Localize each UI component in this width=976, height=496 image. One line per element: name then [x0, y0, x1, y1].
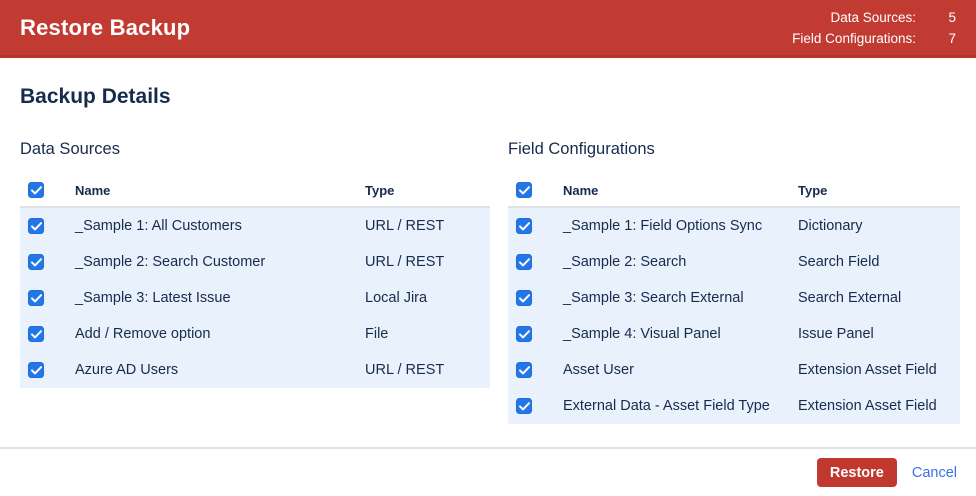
row-checkbox[interactable]: [516, 218, 532, 234]
row-type: Issue Panel: [798, 326, 874, 342]
row-checkbox[interactable]: [28, 254, 44, 270]
row-name: _Sample 1: All Customers: [75, 218, 242, 234]
check-icon: [30, 185, 42, 194]
row-name: Add / Remove option: [75, 326, 211, 342]
row-name: External Data - Asset Field Type: [563, 398, 770, 414]
data-sources-section: Data Sources Name Type: [20, 140, 490, 424]
page-title: Backup Details: [20, 85, 171, 108]
row-checkbox[interactable]: [28, 362, 44, 378]
row-name: _Sample 2: Search: [563, 254, 687, 270]
row-type: URL / REST: [365, 362, 445, 378]
field-configurations-rows: _Sample 1: Field Options Sync Dictionary…: [508, 208, 960, 424]
column-header-type: Type: [365, 182, 395, 198]
header-stats: Data Sources: 5 Field Configurations: 7: [792, 8, 956, 48]
data-sources-rows: _Sample 1: All Customers URL / REST _Sam…: [20, 208, 490, 388]
stat-value-data-sources: 5: [948, 9, 956, 25]
check-icon: [30, 221, 42, 230]
table-row: Asset User Extension Asset Field: [508, 352, 960, 388]
check-icon: [518, 401, 530, 410]
column-header-name: Name: [75, 182, 111, 198]
row-name: _Sample 2: Search Customer: [75, 254, 266, 270]
row-checkbox[interactable]: [516, 362, 532, 378]
column-header-type: Type: [798, 182, 828, 198]
column-header-name: Name: [563, 182, 599, 198]
row-type: File: [365, 326, 389, 342]
table-header-row: Name Type: [508, 174, 960, 208]
row-checkbox[interactable]: [516, 398, 532, 414]
row-type: Extension Asset Field: [798, 398, 937, 414]
stat-label-data-sources: Data Sources:: [830, 9, 916, 25]
table-row: _Sample 3: Search External Search Extern…: [508, 280, 960, 316]
row-checkbox[interactable]: [516, 254, 532, 270]
table-row: _Sample 1: All Customers URL / REST: [20, 208, 490, 244]
data-sources-title: Data Sources: [20, 140, 120, 158]
table-row: _Sample 3: Latest Issue Local Jira: [20, 280, 490, 316]
data-sources-table: Name Type _Sample 1: All Customers URL /…: [20, 174, 490, 388]
row-checkbox[interactable]: [28, 290, 44, 306]
row-checkbox[interactable]: [28, 218, 44, 234]
check-icon: [30, 365, 42, 374]
row-name: Asset User: [563, 362, 634, 378]
dialog-header: Restore Backup Data Sources: 5 Field Con…: [0, 0, 976, 58]
check-icon: [30, 257, 42, 266]
table-row: Azure AD Users URL / REST: [20, 352, 490, 388]
row-type: Extension Asset Field: [798, 362, 937, 378]
check-icon: [30, 329, 42, 338]
row-name: _Sample 3: Latest Issue: [75, 290, 231, 306]
check-icon: [518, 185, 530, 194]
check-icon: [518, 257, 530, 266]
select-all-checkbox[interactable]: [28, 182, 44, 198]
table-row: _Sample 2: Search Customer URL / REST: [20, 244, 490, 280]
dialog-footer: Restore Cancel: [0, 447, 976, 496]
dialog-title: Restore Backup: [20, 14, 191, 40]
row-name: _Sample 3: Search External: [563, 290, 744, 306]
check-icon: [30, 293, 42, 302]
table-row: _Sample 1: Field Options Sync Dictionary: [508, 208, 960, 244]
row-name: _Sample 1: Field Options Sync: [563, 218, 763, 234]
row-checkbox[interactable]: [516, 326, 532, 342]
row-name: Azure AD Users: [75, 362, 179, 378]
row-type: Dictionary: [798, 218, 863, 234]
stat-label-field-configurations: Field Configurations:: [792, 30, 916, 46]
row-name: _Sample 4: Visual Panel: [563, 326, 721, 342]
row-checkbox[interactable]: [516, 290, 532, 306]
check-icon: [518, 365, 530, 374]
restore-button[interactable]: Restore: [816, 458, 897, 487]
table-header-row: Name Type: [20, 174, 490, 208]
field-configurations-table: Name Type _Sample 1: Field Options Sync …: [508, 174, 960, 424]
field-configurations-section: Field Configurations Name Type: [508, 140, 960, 424]
table-row: _Sample 4: Visual Panel Issue Panel: [508, 316, 960, 352]
stat-value-field-configurations: 7: [948, 30, 956, 46]
cancel-link[interactable]: Cancel: [911, 464, 957, 481]
row-type: Search External: [798, 290, 902, 306]
table-row: Add / Remove option File: [20, 316, 490, 352]
row-type: URL / REST: [365, 254, 445, 270]
dialog-body: Backup Details Data Sources Name Type: [0, 58, 976, 447]
row-type: Search Field: [798, 254, 880, 270]
table-row: External Data - Asset Field Type Extensi…: [508, 388, 960, 424]
row-checkbox[interactable]: [28, 326, 44, 342]
check-icon: [518, 221, 530, 230]
row-type: Local Jira: [365, 290, 428, 306]
select-all-checkbox[interactable]: [516, 182, 532, 198]
field-configurations-title: Field Configurations: [508, 140, 655, 158]
check-icon: [518, 329, 530, 338]
row-type: URL / REST: [365, 218, 445, 234]
check-icon: [518, 293, 530, 302]
table-row: _Sample 2: Search Search Field: [508, 244, 960, 280]
